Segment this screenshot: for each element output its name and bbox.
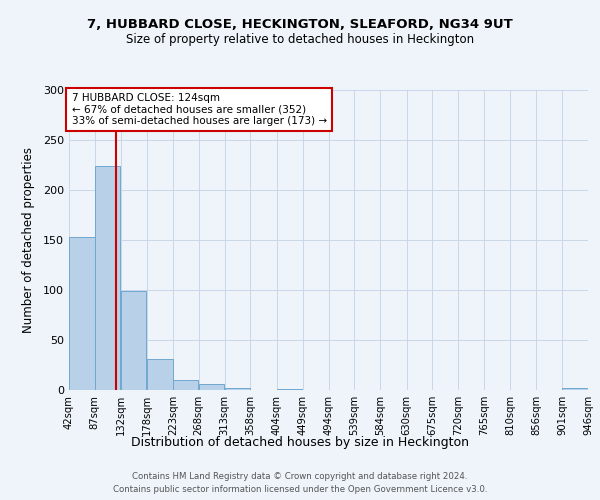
Text: 7 HUBBARD CLOSE: 124sqm
← 67% of detached houses are smaller (352)
33% of semi-d: 7 HUBBARD CLOSE: 124sqm ← 67% of detache… xyxy=(71,93,327,126)
Text: 7, HUBBARD CLOSE, HECKINGTON, SLEAFORD, NG34 9UT: 7, HUBBARD CLOSE, HECKINGTON, SLEAFORD, … xyxy=(87,18,513,30)
Bar xyxy=(173,380,199,390)
Y-axis label: Number of detached properties: Number of detached properties xyxy=(22,147,35,333)
Text: Size of property relative to detached houses in Heckington: Size of property relative to detached ho… xyxy=(126,32,474,46)
Bar xyxy=(225,388,250,390)
Bar xyxy=(148,359,173,390)
Text: Distribution of detached houses by size in Heckington: Distribution of detached houses by size … xyxy=(131,436,469,449)
Bar xyxy=(277,389,302,390)
Text: Contains HM Land Registry data © Crown copyright and database right 2024.
Contai: Contains HM Land Registry data © Crown c… xyxy=(113,472,487,494)
Bar xyxy=(562,388,588,390)
Bar xyxy=(95,166,121,390)
Bar xyxy=(69,237,95,390)
Bar xyxy=(121,291,146,390)
Bar xyxy=(199,384,224,390)
